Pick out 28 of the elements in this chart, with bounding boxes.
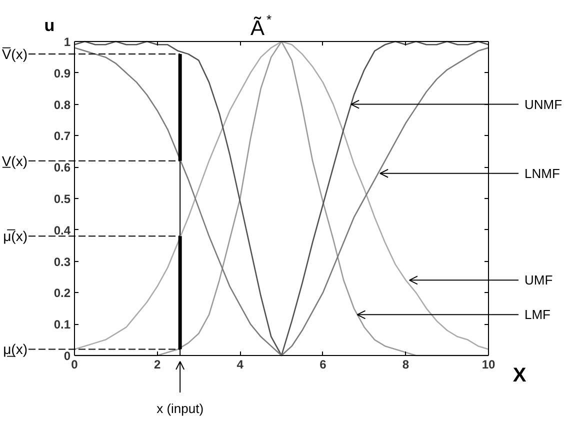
y-tick-label: 0.8: [54, 98, 71, 112]
y-axis-title: u: [44, 16, 55, 35]
y-tick-label: 0.6: [54, 160, 71, 175]
annotation: UNMF: [524, 96, 562, 112]
annotation: LNMF: [524, 166, 560, 181]
x-tick-label: 8: [402, 358, 410, 372]
chart-title: Ã*: [250, 12, 272, 40]
y-tick-label: 0.7: [54, 129, 71, 144]
x-tick-label: 2: [154, 358, 161, 372]
y-tick-label: 0: [64, 349, 71, 363]
annotation: LMF: [524, 307, 551, 322]
y-tick-label: 0.3: [54, 254, 71, 269]
y-tick-label: 1: [64, 35, 71, 49]
ref-line-label: x (input): [156, 401, 204, 416]
annotation: μ̅(x): [3, 228, 28, 244]
x-tick-label: 4: [236, 358, 244, 372]
y-tick-label: 0.2: [54, 286, 71, 300]
y-tick-label: 0.4: [54, 223, 71, 238]
y-tick-label: 0.9: [54, 66, 71, 80]
annotation: V̲(x): [1, 152, 28, 169]
y-tick-label: 0.5: [54, 192, 71, 206]
x-tick-label: 10: [482, 358, 496, 372]
annotation: μ̲(x): [3, 341, 28, 358]
x-tick-label: 6: [320, 358, 327, 372]
annotation: V̅(x): [1, 46, 28, 62]
y-tick-label: 0.1: [54, 318, 71, 332]
x-axis-title: X: [512, 364, 527, 386]
annotation: UMF: [524, 272, 553, 288]
